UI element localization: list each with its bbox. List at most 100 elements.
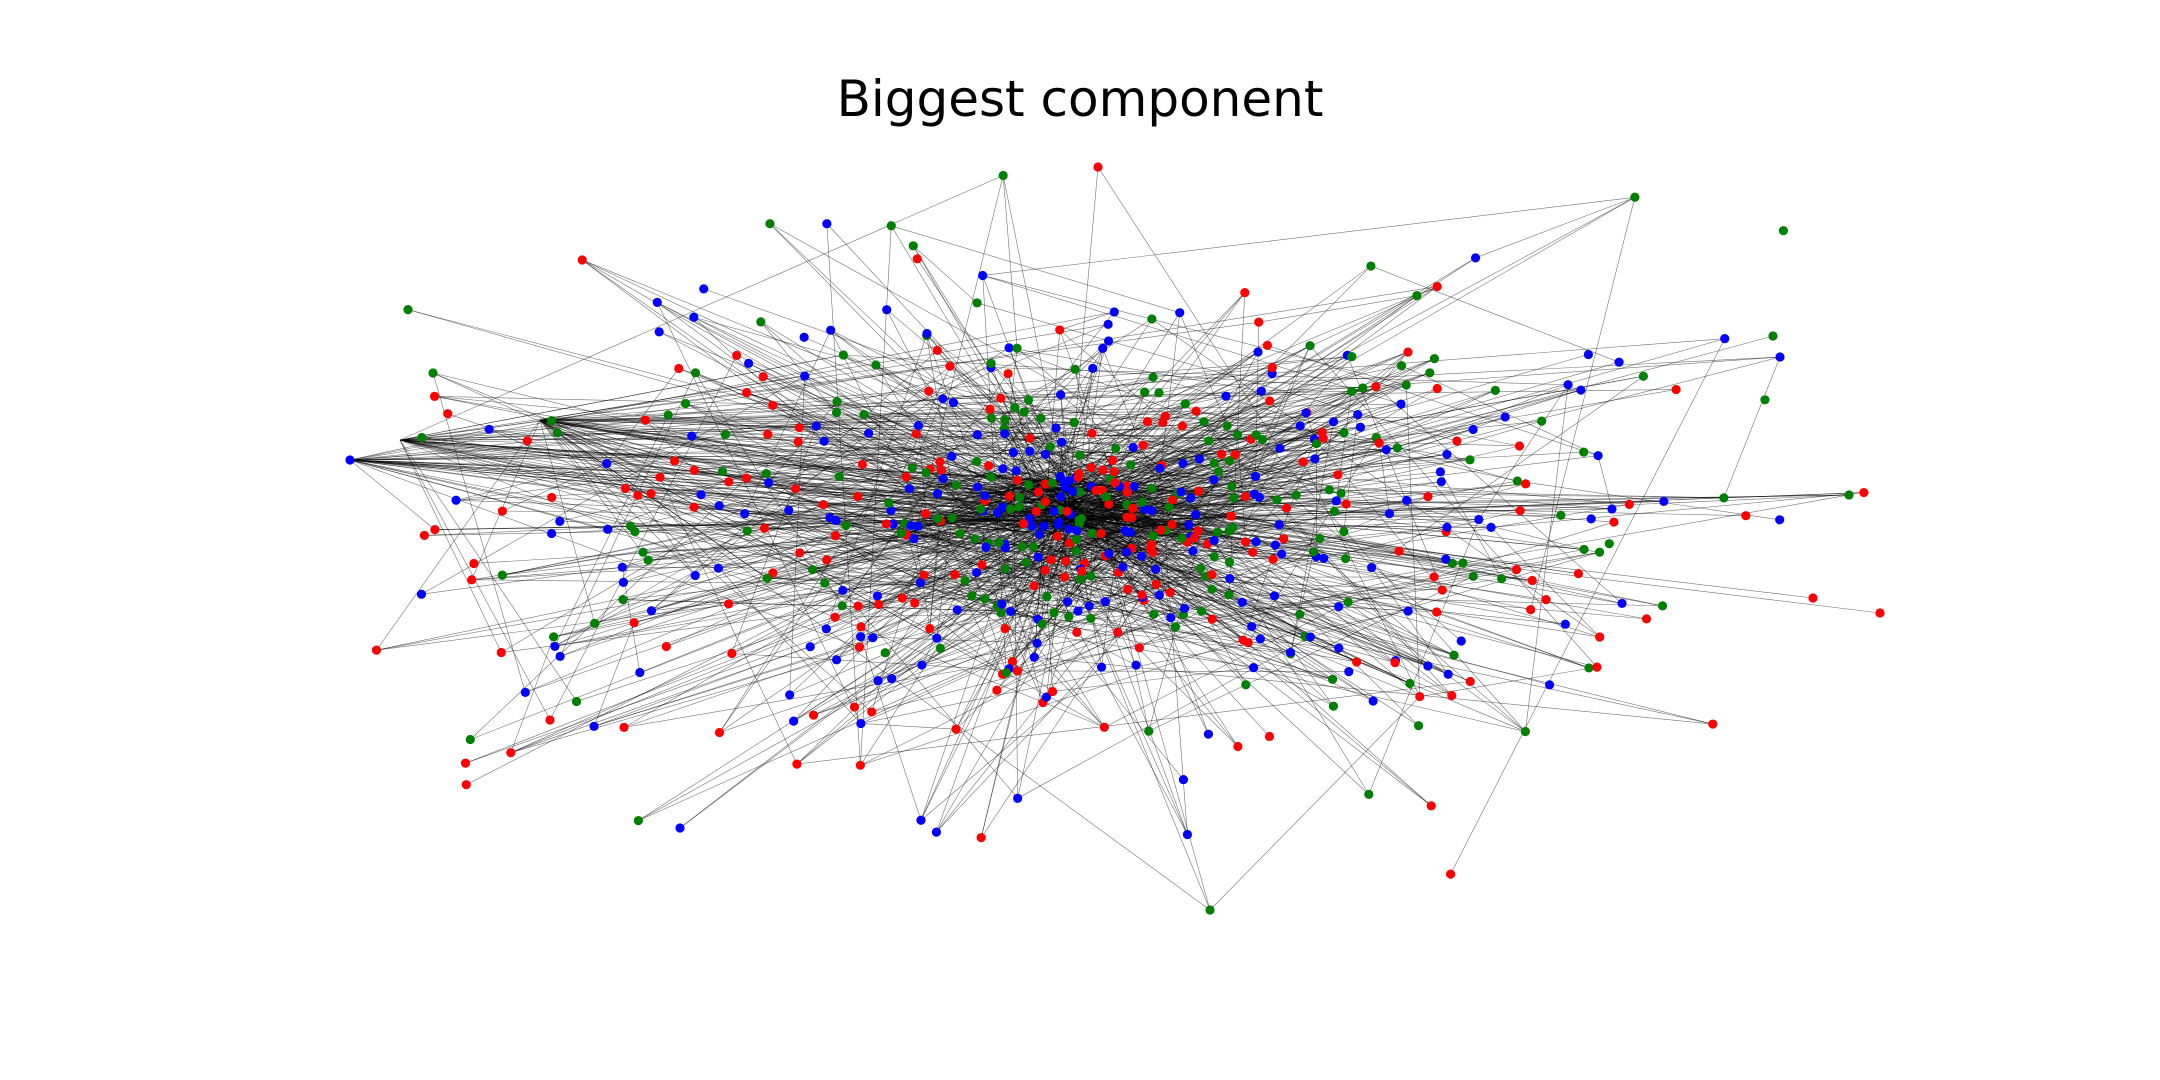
graph-node-blue [922, 328, 932, 339]
graph-edge [731, 653, 1018, 672]
graph-node-red [985, 404, 995, 414]
graph-node-blue [713, 563, 724, 573]
graph-node-green [1071, 546, 1081, 556]
graph-edge [1228, 594, 1663, 607]
graph-edge [1059, 494, 1850, 508]
graph-edge [1102, 501, 1213, 620]
graph-node-red [1465, 676, 1475, 687]
graph-node-red [1110, 478, 1120, 488]
graph-node-green [1224, 557, 1235, 567]
graph-node-green [1049, 608, 1059, 618]
graph-node-blue [1402, 495, 1412, 505]
graph-edge [793, 519, 985, 722]
graph-node-blue [1468, 424, 1478, 435]
graph-node-green [1012, 343, 1022, 353]
graph-edge [421, 375, 805, 595]
graph-node-blue [1064, 476, 1074, 486]
graph-node-red [1012, 666, 1023, 676]
graph-node-blue [887, 673, 897, 684]
graph-node-green [1305, 341, 1315, 351]
graph-node-blue [675, 823, 685, 833]
graph-node-red [1264, 731, 1275, 742]
graph-edge [1102, 358, 1435, 503]
graph-edge [1255, 438, 1315, 477]
graph-edge [607, 324, 1109, 530]
graph-node-blue [1034, 529, 1044, 540]
graph-node-green [417, 432, 427, 443]
graph-node-blue [555, 516, 565, 526]
graph-edge [1089, 483, 1526, 607]
graph-edge [984, 533, 1053, 600]
graph-node-blue [1128, 442, 1138, 453]
graph-node-blue [1051, 423, 1061, 433]
graph-edge [854, 541, 1257, 708]
graph-node-blue [1025, 446, 1035, 456]
graph-node-green [1412, 291, 1422, 301]
graph-edge [349, 421, 1334, 461]
graph-edge [525, 500, 1077, 693]
graph-node-green [1595, 547, 1605, 557]
graph-edge [998, 491, 1078, 543]
graph-edge [1397, 447, 1470, 461]
graph-edge [957, 519, 1152, 611]
graph-node-red [763, 429, 773, 439]
graph-edge [1211, 588, 1275, 597]
graph-edge [982, 275, 1407, 386]
graph-node-blue [1544, 680, 1555, 690]
graph-node-green [549, 632, 559, 642]
graph-node-green [1222, 421, 1232, 431]
graph-edge [725, 434, 952, 457]
graph-edge [1151, 318, 1600, 638]
graph-node-red [1527, 575, 1537, 586]
graph-edge [998, 377, 1154, 512]
graph-node-red [1573, 569, 1584, 579]
graph-edge [1070, 286, 1438, 518]
graph-edge [1005, 628, 1333, 680]
graph-node-green [1070, 364, 1080, 374]
graph-node-green [1425, 368, 1435, 378]
graph-node-red [545, 715, 555, 725]
graph-node-blue [1011, 466, 1021, 476]
graph-node-red [1241, 537, 1251, 547]
graph-edge [434, 396, 955, 501]
graph-node-red [1034, 487, 1044, 497]
graph-edge [539, 356, 1352, 421]
graph-edge [539, 416, 1506, 421]
graph-node-blue [1118, 562, 1128, 572]
graph-node-green [720, 429, 731, 440]
graph-node-red [1394, 546, 1404, 556]
graph-node-blue [1319, 553, 1329, 563]
graph-node-green [1023, 395, 1034, 405]
graph-edge [539, 419, 768, 579]
graph-node-red [1121, 480, 1132, 491]
graph-node-green [1392, 443, 1402, 453]
graph-edge [902, 597, 1291, 653]
graph-edge [982, 196, 1635, 276]
graph-node-blue [1154, 590, 1165, 600]
graph-node-green [1396, 361, 1407, 371]
graph-node-blue [916, 815, 926, 825]
graph-node-red [1087, 428, 1097, 438]
graph-edge [1450, 338, 1726, 875]
graph-node-red [1191, 406, 1201, 416]
graph-edge [349, 449, 1387, 461]
graph-node-blue [1109, 307, 1119, 317]
graph-edge [902, 521, 1049, 599]
graph-node-green [886, 221, 896, 231]
graph-node-red [1248, 547, 1258, 557]
graph-node-blue [1098, 343, 1108, 353]
graph-node-red [853, 491, 863, 502]
graph-node-red [945, 361, 955, 371]
graph-node-blue [1221, 391, 1231, 401]
graph-node-red [1254, 317, 1264, 327]
graph-node-green [756, 317, 766, 327]
graph-node-green [1336, 488, 1346, 498]
graph-edge [539, 419, 649, 561]
graph-node-red [497, 506, 508, 516]
graph-edge [471, 499, 955, 581]
graph-edge [1181, 365, 1402, 539]
graph-edge [982, 510, 1011, 612]
graph-node-green [880, 648, 890, 658]
graph-edge [957, 609, 1339, 649]
graph-node-red [1238, 635, 1248, 645]
